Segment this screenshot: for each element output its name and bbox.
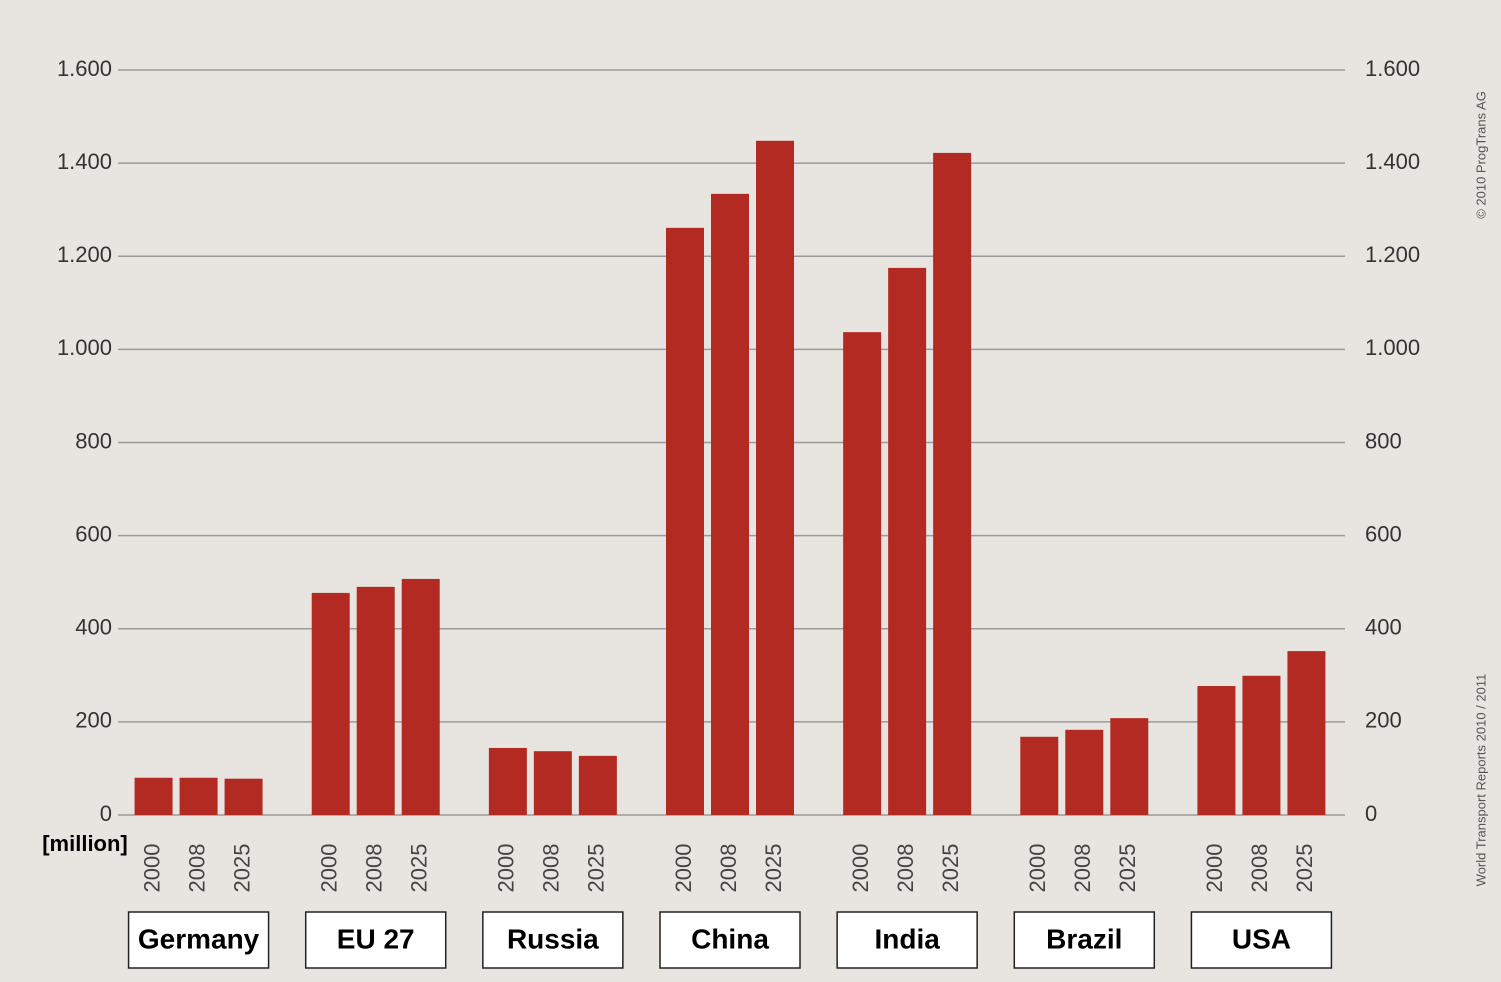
bar xyxy=(401,578,440,815)
x-sub-label: 2025 xyxy=(229,844,254,893)
y-tick-label: 400 xyxy=(75,615,112,640)
bar xyxy=(888,267,927,815)
bar xyxy=(533,751,572,815)
x-sub-label: 2008 xyxy=(184,844,209,893)
bar xyxy=(578,755,617,815)
bar xyxy=(843,332,882,815)
bar xyxy=(933,152,972,816)
y2-tick-label: 400 xyxy=(1365,615,1402,640)
x-sub-label: 2008 xyxy=(893,844,918,893)
bar xyxy=(488,747,527,815)
y-tick-label: 1.600 xyxy=(57,56,112,81)
bar xyxy=(1020,736,1059,815)
bar xyxy=(311,592,350,815)
x-sub-label: 2025 xyxy=(407,844,432,893)
y2-tick-label: 200 xyxy=(1365,708,1402,733)
x-tick-label: EU 27 xyxy=(337,923,415,954)
y-tick-label: 600 xyxy=(75,521,112,546)
bar xyxy=(356,586,395,815)
x-sub-label: 2008 xyxy=(539,844,564,893)
x-sub-label: 2025 xyxy=(584,844,609,893)
category-box xyxy=(836,911,978,969)
y2-tick-label: 1.600 xyxy=(1365,56,1420,81)
x-sub-label: 2000 xyxy=(1202,844,1227,893)
y2-tick-label: 1.000 xyxy=(1365,335,1420,360)
y2-tick-label: 600 xyxy=(1365,521,1402,546)
y-tick-label: 1.000 xyxy=(57,335,112,360)
category-box xyxy=(482,911,624,969)
x-sub-label: 2008 xyxy=(1070,844,1095,893)
y-tick-label: 200 xyxy=(75,708,112,733)
x-sub-label: 2008 xyxy=(362,844,387,893)
x-sub-label: 2025 xyxy=(1292,844,1317,893)
x-sub-label: 2000 xyxy=(139,844,164,893)
category-box xyxy=(1013,911,1156,969)
source-note: World Transport Reports 2010 / 2011 xyxy=(1473,674,1488,887)
bar xyxy=(224,778,263,815)
x-tick-label: Germany xyxy=(138,923,260,954)
bar xyxy=(1110,718,1149,815)
y-tick-label: 1.200 xyxy=(57,242,112,267)
x-sub-label: 2000 xyxy=(848,844,873,893)
x-sub-label: 2025 xyxy=(761,844,786,893)
bar xyxy=(1287,651,1326,815)
x-tick-label: Brazil xyxy=(1046,923,1122,954)
bar xyxy=(1197,686,1236,815)
x-sub-label: 2000 xyxy=(1025,844,1050,893)
x-sub-label: 2025 xyxy=(1115,844,1140,893)
bar xyxy=(756,140,794,815)
x-sub-label: 2008 xyxy=(716,844,741,893)
x-tick-label: USA xyxy=(1232,923,1291,954)
bar xyxy=(666,227,704,816)
category-box xyxy=(1190,911,1333,969)
x-sub-label: 2008 xyxy=(1247,844,1272,893)
x-sub-label: 2025 xyxy=(938,844,963,893)
y2-tick-label: 800 xyxy=(1365,428,1402,453)
bar xyxy=(1242,675,1281,815)
copyright: © 2010 ProgTrans AG xyxy=(1473,91,1488,219)
x-tick-label: India xyxy=(874,923,940,954)
x-sub-label: 2000 xyxy=(494,844,519,893)
bar xyxy=(711,193,749,815)
y2-tick-label: 1.200 xyxy=(1365,242,1420,267)
y2-tick-label: 0 xyxy=(1365,801,1377,826)
category-box xyxy=(304,911,447,969)
y2-tick-label: 1.400 xyxy=(1365,149,1420,174)
category-box xyxy=(127,911,270,969)
category-box xyxy=(659,911,801,969)
y-tick-label: 1.400 xyxy=(57,149,112,174)
x-sub-label: 2000 xyxy=(671,844,696,893)
y-tick-label: 800 xyxy=(75,428,112,453)
x-sub-label: 2000 xyxy=(317,844,342,893)
y-tick-label: 0 xyxy=(100,801,112,826)
x-tick-label: China xyxy=(691,923,769,954)
bar xyxy=(1065,729,1104,815)
x-tick-label: Russia xyxy=(507,923,599,954)
y-axis-label: [million] xyxy=(42,831,128,856)
bar xyxy=(134,777,173,815)
bar xyxy=(179,777,218,815)
